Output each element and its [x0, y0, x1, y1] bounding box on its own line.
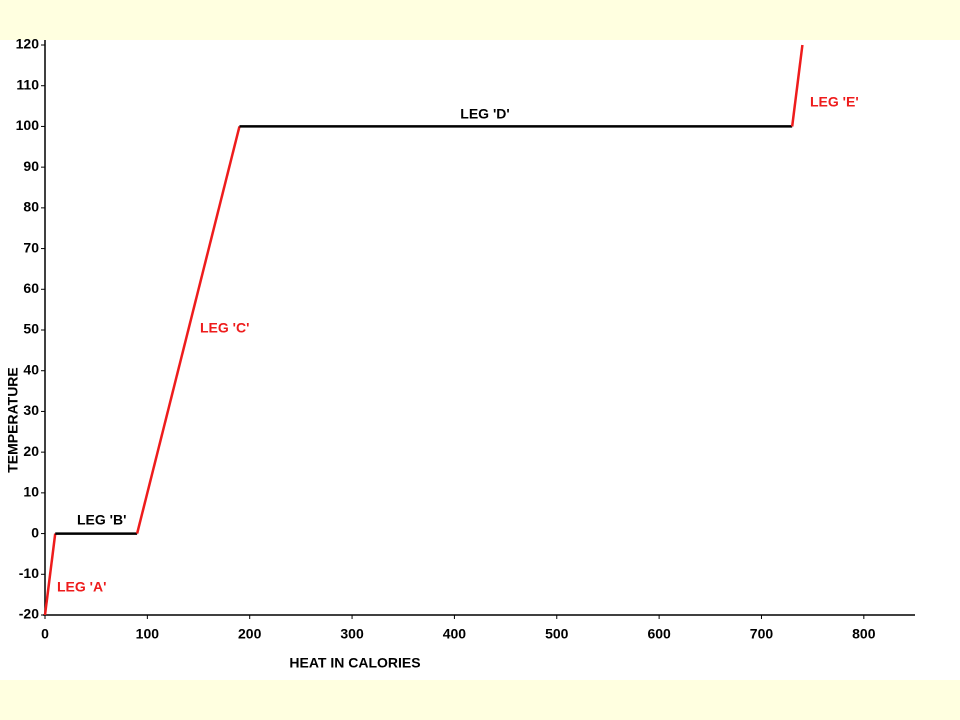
plot-background [0, 40, 960, 680]
y-tick-label: -20 [19, 606, 39, 622]
curve-segment [135, 126, 241, 534]
y-tick-label: 90 [23, 158, 39, 174]
segment-label: LEG 'C' [200, 320, 249, 336]
x-tick-label: 500 [545, 626, 569, 642]
segment-label: LEG 'A' [57, 579, 106, 595]
y-tick-label: 10 [23, 484, 39, 500]
y-tick-label: 20 [23, 443, 39, 459]
y-tick-label: 30 [23, 402, 39, 418]
y-tick-label: 50 [23, 321, 39, 337]
y-axis-label: TEMPERATURE [5, 367, 21, 473]
x-tick-label: 800 [852, 626, 876, 642]
y-tick-label: 70 [23, 239, 39, 255]
segment-label: LEG 'D' [460, 106, 509, 122]
segment-label: LEG 'B' [77, 512, 126, 528]
x-tick-label: 100 [136, 626, 160, 642]
x-tick-label: 600 [647, 626, 671, 642]
y-tick-label: 60 [23, 280, 39, 296]
y-tick-label: 40 [23, 361, 39, 377]
segment-label: LEG 'E' [810, 94, 859, 110]
curve-segment [790, 44, 804, 127]
y-tick-label: 0 [31, 524, 39, 540]
x-tick-label: 400 [443, 626, 467, 642]
x-tick-label: 300 [340, 626, 364, 642]
curve-segment [43, 533, 57, 616]
y-tick-label: 110 [16, 76, 39, 92]
y-tick-label: 120 [16, 36, 40, 52]
x-tick-label: 700 [750, 626, 774, 642]
y-tick-label: -10 [19, 565, 39, 581]
x-tick-label: 0 [41, 626, 49, 642]
x-axis-label: HEAT IN CALORIES [289, 655, 420, 671]
x-tick-label: 200 [238, 626, 262, 642]
y-tick-label: 80 [23, 199, 39, 215]
y-tick-label: 100 [16, 117, 40, 133]
